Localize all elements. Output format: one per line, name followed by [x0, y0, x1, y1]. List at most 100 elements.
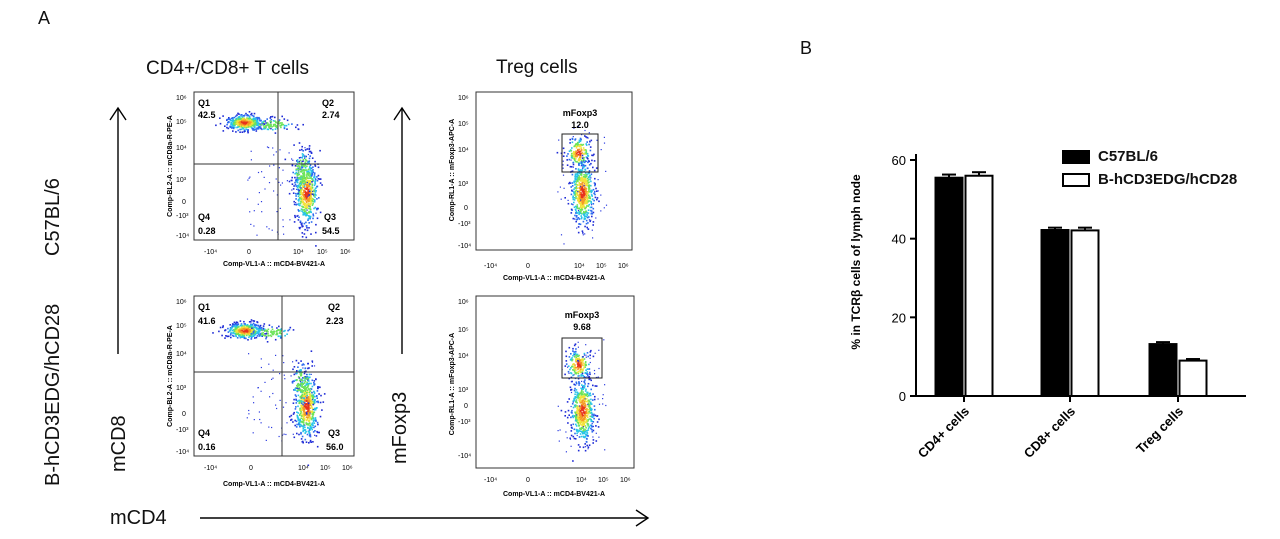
legend-entry-c57bl6: C57BL/6: [1062, 148, 1158, 165]
y-tick: 10³: [176, 385, 187, 392]
panel-b-letter: B: [800, 38, 813, 58]
bar-bhcd3edg: [1070, 229, 1100, 398]
q3-label: Q3: [328, 428, 340, 438]
q1-label: Q1: [198, 302, 210, 312]
facs-x-label: Comp-VL1-A :: mCD4-BV421-A: [503, 275, 605, 282]
x-tick: 10⁶: [342, 465, 353, 472]
q3-value: 54.5: [322, 226, 340, 236]
facs-y-label: Comp-RL1-A :: mFoxp3-APC-A: [449, 119, 456, 221]
x-tick: 0: [526, 263, 530, 270]
bar-chart-bars: [934, 171, 1208, 398]
y-tick: 10⁴: [176, 145, 187, 152]
y-tick: 10⁴: [458, 353, 469, 360]
x-tick: 10⁵: [596, 263, 607, 270]
q3-label: Q3: [324, 212, 336, 222]
y-tick: 10⁶: [458, 299, 469, 306]
q1-label: Q1: [198, 98, 210, 108]
q2-value: 2.74: [322, 110, 340, 120]
bar-c57bl6: [1040, 229, 1070, 397]
y-tick: -10⁴: [458, 453, 471, 460]
y-tick: 10³: [458, 181, 469, 188]
q2-label: Q2: [328, 302, 340, 312]
facs-y-label: Comp-RL1-A :: mFoxp3-APC-A: [449, 333, 456, 435]
q4-value: 0.16: [198, 442, 216, 452]
tcells-column-title: CD4+/CD8+ T cells: [146, 58, 309, 79]
facs-x-label: Comp-VL1-A :: mCD4-BV421-A: [223, 481, 325, 488]
x-tick: 10⁵: [320, 465, 331, 472]
x-tick: 0: [526, 477, 530, 484]
mcd8-axis-name: mCD8: [108, 415, 130, 472]
facs-tcell-bottom-svg: Q1 41.6 Q2 2.23 Q3 56.0 Q4 0.16 -10⁴ 0 1…: [167, 295, 355, 488]
y-tick: 10³: [176, 177, 187, 184]
x-tick: 10⁵: [317, 249, 328, 256]
q1-value: 42.5: [198, 110, 216, 120]
legend-label: B-hCD3EDG/hCD28: [1098, 171, 1238, 188]
facs-treg-bottom-svg: mFoxp3 9.68 -10⁴ 0 10⁴ 10⁵ 10⁶ 10⁶ 10⁵ 1…: [449, 295, 635, 498]
facs-treg-top-svg: mFoxp3 12.0 -10⁴ 0 10⁴ 10⁵ 10⁶ 10⁶ 10⁵ 1…: [449, 91, 633, 282]
y-tick-labels: 10⁶ 10⁵ 10⁴ 10³ 0 -10³ -10⁴: [458, 95, 471, 250]
legend-label: C57BL/6: [1098, 148, 1159, 165]
facs-tcell-bottom: Q1 41.6 Q2 2.23 Q3 56.0 Q4 0.16 -10⁴ 0 1…: [146, 292, 366, 507]
y-tick-labels: 10⁶ 10⁵ 10⁴ 10³ 0 -10³ -10⁴: [176, 95, 189, 240]
y-tick: -10⁴: [176, 233, 189, 240]
x-tick-labels: -10⁴ 0 10⁴ 10⁵ 10⁶: [484, 263, 629, 270]
panel-a-letter: A: [38, 8, 51, 28]
y-tick: 10⁵: [458, 121, 469, 128]
row-label-c57bl6: C57BL/6: [42, 178, 64, 256]
bar-chart: 0 20 40 60 CD4+ cells CD8+ cells Treg cells % …: [849, 153, 1246, 461]
y-tick: -10³: [176, 213, 189, 220]
facs-treg-top-events: [556, 126, 608, 245]
legend-swatch: [1062, 172, 1090, 187]
x-tick-label: CD4+ cells: [915, 404, 972, 461]
y-tick: -10³: [176, 427, 189, 434]
mcd8-arrow: [109, 106, 127, 354]
foxp3-gate: [561, 133, 599, 173]
y-tick-labels: 10⁶ 10⁵ 10⁴ 10³ 0 -10³ -10⁴: [176, 299, 189, 456]
legend-entry-bhcd3edg: B-hCD3EDG/hCD28: [1062, 171, 1237, 188]
y-tick: 0: [464, 403, 468, 410]
facs-tcell-bottom-events: [212, 319, 326, 467]
x-tick: 0: [247, 249, 251, 256]
facs-x-label: Comp-VL1-A :: mCD4-BV421-A: [503, 491, 605, 498]
y-tick-label: 0: [899, 389, 906, 404]
y-tick: 10⁵: [458, 327, 469, 334]
y-tick: -10⁴: [176, 449, 189, 456]
facs-tcell-top: Q1 42.5 Q2 2.74 Q3 54.5 Q4 0.28 -10⁴ 0 1…: [146, 86, 366, 281]
mcd4-arrow: [200, 509, 650, 527]
y-tick-label: 20: [892, 310, 906, 325]
facs-tcell-top-svg: Q1 42.5 Q2 2.74 Q3 54.5 Q4 0.28 -10⁴ 0 1…: [167, 91, 355, 268]
y-tick: 0: [182, 199, 186, 206]
bar-c57bl6: [1148, 343, 1178, 397]
mcd4-axis-name: mCD4: [110, 507, 167, 529]
x-tick-labels: -10⁴ 0 10⁴ 10⁵ 10⁶: [204, 249, 351, 256]
y-tick: 0: [182, 411, 186, 418]
gate-label: mFoxp3: [563, 108, 598, 118]
x-tick: 10⁶: [340, 249, 351, 256]
x-tick-labels: -10⁴ 0 10⁴ 10⁵ 10⁶: [204, 465, 353, 472]
x-tick: 10⁵: [598, 477, 609, 484]
y-tick: -10³: [458, 221, 471, 228]
q1-value: 41.6: [198, 316, 216, 326]
y-tick: 10⁶: [458, 95, 469, 102]
x-tick: -10⁴: [484, 263, 497, 270]
gate-value: 12.0: [571, 120, 589, 130]
bar-c57bl6: [934, 176, 964, 398]
y-tick: 10⁶: [176, 299, 187, 306]
y-tick: -10⁴: [458, 243, 471, 250]
y-tick: 10⁶: [176, 95, 187, 102]
foxp3-gate: [561, 337, 603, 379]
x-tick: 10⁴: [574, 263, 585, 270]
y-tick-label: 60: [892, 153, 906, 168]
q4-label: Q4: [198, 212, 210, 222]
x-tick: -10⁴: [204, 249, 217, 256]
gate-label: mFoxp3: [565, 310, 600, 320]
bar-bhcd3edg: [1178, 359, 1208, 398]
x-tick-labels: -10⁴ 0 10⁴ 10⁵ 10⁶: [484, 477, 631, 484]
y-tick: -10³: [458, 419, 471, 426]
treg-column-title: Treg cells: [496, 57, 578, 78]
q4-label: Q4: [198, 428, 210, 438]
y-tick-label: 40: [892, 232, 906, 247]
x-tick: 10⁴: [293, 249, 304, 256]
x-tick: 10⁶: [618, 263, 629, 270]
gate-value: 9.68: [573, 322, 591, 332]
